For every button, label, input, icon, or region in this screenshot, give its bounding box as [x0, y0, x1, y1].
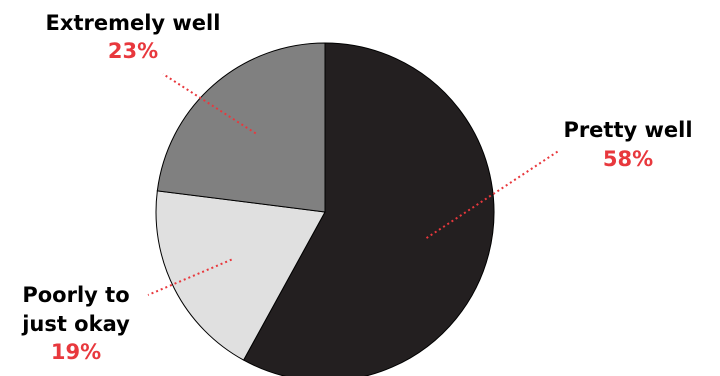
- pie-slice-extremely-well: [156, 42, 326, 213]
- label-pretty-well-name: Pretty well: [563, 118, 692, 142]
- label-poorly-name-line1: Poorly to: [22, 283, 129, 307]
- pie-slices: [155, 42, 495, 376]
- label-extremely-well-value: 23%: [108, 39, 158, 63]
- label-extremely-well-name: Extremely well: [46, 11, 221, 35]
- label-poorly-value: 19%: [51, 340, 101, 364]
- label-pretty-well-value: 58%: [603, 147, 653, 171]
- leader-line-pretty-well: [425, 149, 561, 239]
- pie-slice-pretty-well: [242, 42, 495, 376]
- pie-slice-poorly-to-just-okay: [155, 190, 326, 361]
- leader-line-extremely-well: [162, 73, 257, 135]
- leader-line-poorly-to-just-okay: [147, 258, 233, 296]
- leader-lines: [147, 73, 561, 296]
- slice-labels: Pretty well 58% Poorly to just okay 19% …: [21, 11, 692, 364]
- label-poorly-name-line2: just okay: [21, 312, 130, 336]
